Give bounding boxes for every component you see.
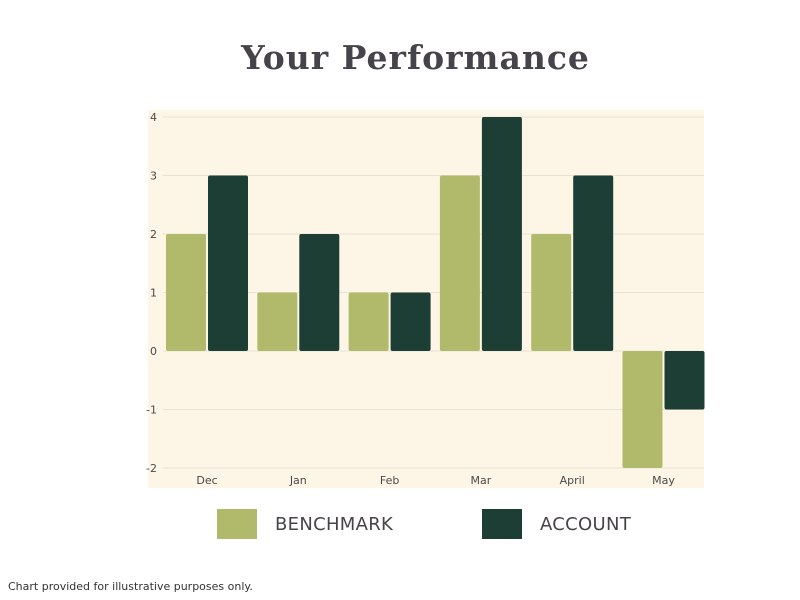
bar-benchmark-mar — [439, 175, 480, 351]
bar-account-mar — [481, 117, 522, 351]
x-tick-label: May — [652, 474, 675, 487]
y-tick-label: 1 — [150, 287, 157, 300]
legend-item-account: ACCOUNT — [482, 508, 631, 540]
bar-account-april — [573, 175, 614, 351]
bar-benchmark-jan — [257, 292, 298, 351]
legend-item-benchmark: BENCHMARK — [217, 508, 393, 540]
chart-title: Your Performance — [241, 38, 590, 77]
y-tick-label: -2 — [146, 462, 157, 475]
legend-label-account: ACCOUNT — [540, 513, 632, 535]
legend-label-benchmark: BENCHMARK — [275, 513, 394, 535]
bars — [166, 117, 705, 468]
y-tick-label: -1 — [146, 404, 157, 417]
x-tick-label: April — [560, 474, 585, 487]
benchmark-swatch — [217, 509, 257, 539]
gridlines — [163, 116, 704, 469]
y-tick-label: 0 — [150, 345, 157, 358]
footnote: Chart provided for illustrative purposes… — [8, 580, 253, 593]
x-axis-ticks: Dec Jan Feb Mar April May — [196, 474, 675, 487]
account-swatch — [482, 509, 522, 539]
bar-account-feb — [390, 292, 431, 351]
bar-account-dec — [208, 175, 248, 351]
bar-benchmark-dec — [166, 234, 206, 351]
y-tick-label: 3 — [150, 170, 157, 183]
bar-benchmark-feb — [348, 292, 389, 351]
x-tick-label: Dec — [196, 474, 217, 487]
bar-benchmark-may — [622, 351, 663, 468]
x-tick-label: Jan — [289, 474, 307, 487]
x-tick-label: Feb — [380, 474, 399, 487]
y-tick-label: 4 — [150, 111, 157, 124]
x-tick-label: Mar — [471, 474, 492, 487]
y-tick-label: 2 — [150, 228, 157, 241]
y-axis-ticks: 4 3 2 1 0 -1 -2 — [146, 111, 157, 475]
bar-benchmark-april — [531, 234, 572, 351]
bar-account-may — [664, 351, 705, 410]
bar-account-jan — [299, 234, 340, 351]
